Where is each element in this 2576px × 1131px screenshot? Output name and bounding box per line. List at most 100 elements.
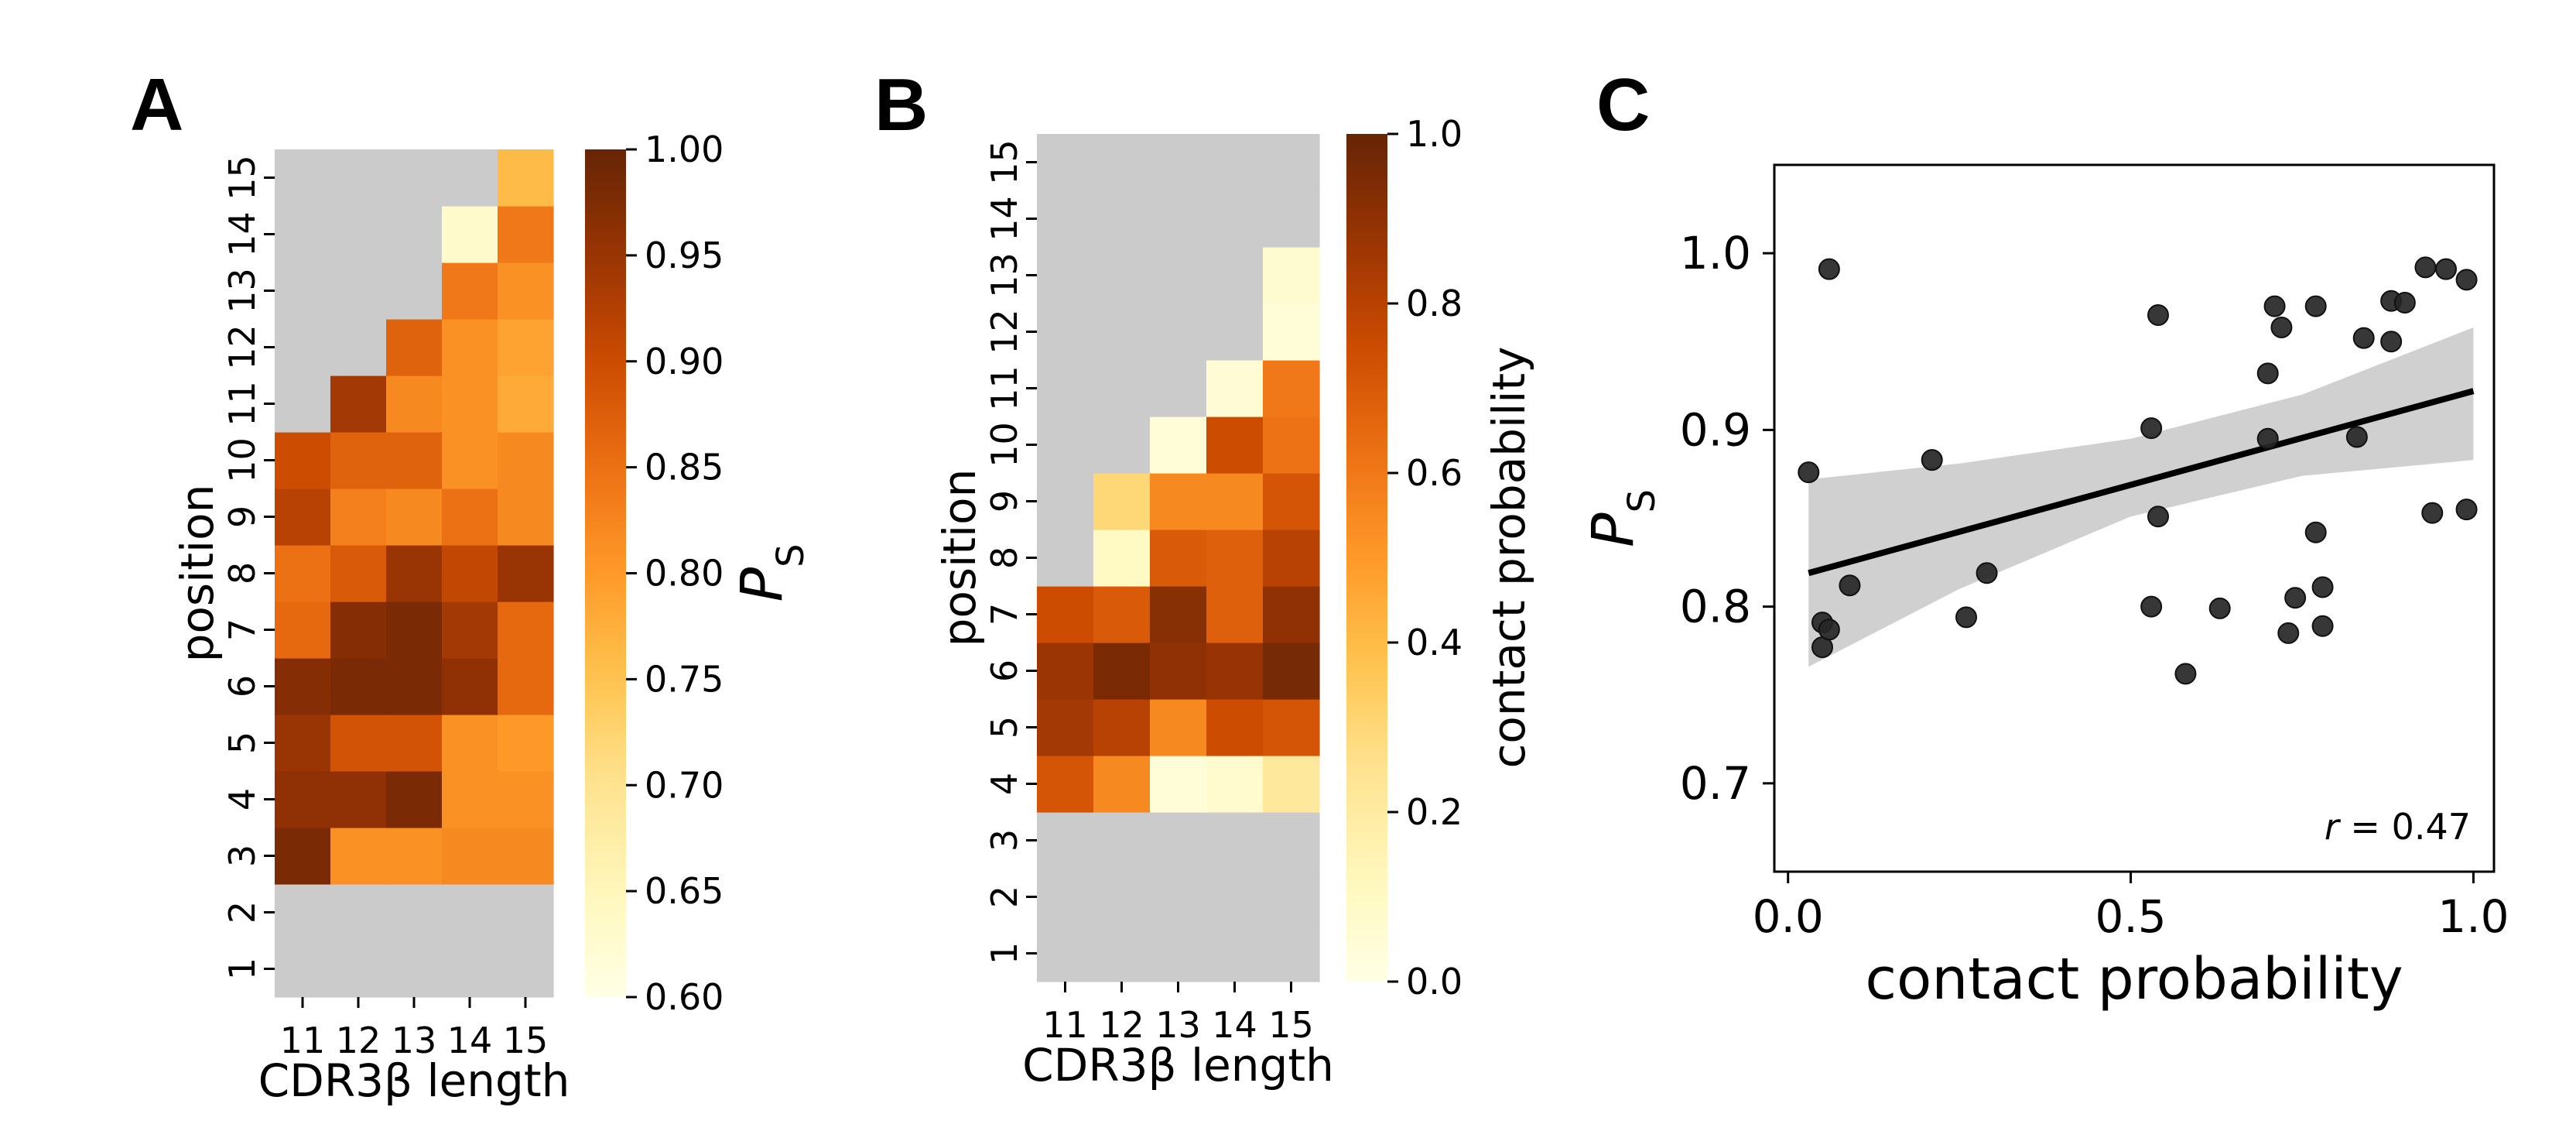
heatmap-a-cell-pos11-len14 [442, 375, 498, 433]
heatmap-a-cell-pos15-len15 [498, 149, 554, 207]
heatmap-a-ytick-label: 3 [221, 845, 263, 867]
heatmap-b-cell-pos9-len11 [1037, 473, 1094, 530]
scatter-point-32 [2421, 502, 2444, 524]
scatter-point-23 [2304, 521, 2327, 543]
heatmap-b-cell-pos15-len15 [1263, 134, 1320, 191]
heatmap-a-cell-pos14-len14 [442, 206, 498, 263]
heatmap-a-cell-pos14-len11 [275, 206, 331, 263]
heatmap-b-cell-pos2-len14 [1206, 869, 1264, 926]
heatmap-b-cell-pos12-len14 [1206, 303, 1264, 361]
heatmap-b-cell-pos14-len13 [1150, 190, 1207, 248]
heatmap-b-cell-pos15-len13 [1150, 134, 1207, 191]
scatter-point-5 [1818, 258, 1840, 280]
heatmap-a-ytick-label: 14 [221, 211, 263, 257]
heatmap-a-cell-pos9-len12 [330, 488, 387, 546]
scatter-point-15 [2208, 597, 2231, 619]
scatter-correlation-value: = 0.47 [2339, 806, 2471, 848]
heatmap-b-cell-pos6-len12 [1093, 643, 1151, 700]
scatter-point-20 [2277, 622, 2300, 644]
heatmap-b-cell-pos14-len14 [1206, 190, 1264, 248]
heatmap-a-cell-pos12-len12 [330, 319, 387, 376]
heatmap-b-cell-pos7-len15 [1263, 586, 1320, 643]
heatmap-b-ytick-label: 10 [984, 422, 1025, 468]
heatmap-a-cell-pos14-len15 [498, 206, 554, 263]
heatmap-b-ytick-label: 12 [984, 309, 1025, 355]
heatmap-b-cell-pos6-len11 [1037, 643, 1094, 700]
heatmap-b-cell-pos9-len12 [1093, 473, 1151, 530]
heatmap-a-cell-pos9-len14 [442, 488, 498, 546]
scatter-point-11 [2140, 595, 2163, 618]
heatmap-a-cell-pos1-len14 [442, 941, 498, 998]
heatmap-a-cell-pos4-len11 [275, 771, 331, 828]
heatmap-a-ytick-label: 10 [221, 437, 263, 483]
panel-c-scatter: 0.0 0.5 1.0 0.7 0.8 0.9 1.0 contact probability… [1580, 163, 2509, 1013]
heatmap-a-ytick-label: 4 [221, 788, 263, 811]
heatmap-b-ytick-label: 15 [984, 139, 1025, 185]
heatmap-b-cell-pos9-len13 [1150, 473, 1207, 530]
heatmap-b-ytick-label: 4 [984, 773, 1025, 795]
scatter-point-12 [2147, 304, 2169, 327]
heatmap-a-cell-pos10-len13 [386, 432, 443, 489]
scatter-point-17 [2256, 427, 2279, 450]
heatmap-b-cell-pos4-len14 [1206, 756, 1264, 813]
heatmap-b-cell-pos1-len13 [1150, 925, 1207, 982]
heatmap-b-cell-pos11-len11 [1037, 360, 1094, 417]
heatmap-b-cell-pos6-len13 [1150, 643, 1207, 700]
heatmap-a-cbar-tick-label: 0.65 [645, 870, 724, 912]
heatmap-b-cbar-label: contact probability [1483, 347, 1535, 769]
heatmap-b-cell-pos3-len14 [1206, 812, 1264, 869]
heatmap-b-cbar-tick-label: 0.4 [1406, 622, 1462, 663]
scatter-point-25 [2311, 615, 2334, 637]
heatmap-b-cell-pos3-len15 [1263, 812, 1320, 869]
heatmap-a-xtick-label: 13 [392, 1020, 437, 1061]
heatmap-b-cell-pos13-len12 [1093, 247, 1151, 304]
heatmap-b-ytick-label: 7 [984, 603, 1025, 625]
heatmap-b-cell-pos4-len15 [1263, 756, 1320, 813]
panel-letter-a: A [130, 63, 183, 146]
heatmap-b-ytick-label: 14 [984, 196, 1025, 242]
heatmap-b-ytick-label: 2 [984, 886, 1025, 908]
heatmap-b-colorbar [1346, 134, 1387, 982]
heatmap-a-cell-pos5-len13 [386, 715, 443, 772]
heatmap-a-cbar-tick-label: 0.75 [645, 658, 724, 700]
scatter-point-30 [2393, 292, 2416, 314]
heatmap-a-cell-pos14-len13 [386, 206, 443, 263]
scatter-point-24 [2311, 576, 2334, 598]
heatmap-b-cell-pos10-len11 [1037, 416, 1094, 474]
heatmap-a-cbar-tick-label: 0.80 [645, 553, 724, 595]
scatter-ylabel-sub: S [1620, 489, 1664, 512]
heatmap-a-cell-pos3-len15 [498, 828, 554, 885]
heatmap-b-cell-pos7-len13 [1150, 586, 1207, 643]
scatter-point-18 [2263, 295, 2286, 317]
heatmap-b-cell-pos4-len13 [1150, 756, 1207, 813]
heatmap-b-cell-pos5-len14 [1206, 699, 1264, 756]
heatmap-b-cell-pos15-len14 [1206, 134, 1264, 191]
heatmap-a-cell-pos3-len13 [386, 828, 443, 885]
heatmap-b-cell-pos1-len15 [1263, 925, 1320, 982]
heatmap-b-cell-pos7-len14 [1206, 586, 1264, 643]
heatmap-a-cell-pos15-len13 [386, 149, 443, 207]
heatmap-b-cell-pos13-len15 [1263, 247, 1320, 304]
scatter-xtick-label: 1.0 [2437, 890, 2509, 943]
heatmap-b-ytick-label: 9 [984, 490, 1025, 512]
heatmap-a-cell-pos9-len15 [498, 488, 554, 546]
heatmap-b-cell-pos9-len14 [1206, 473, 1264, 530]
heatmap-b-cell-pos9-len15 [1263, 473, 1320, 530]
heatmap-a-cell-pos8-len13 [386, 545, 443, 602]
heatmap-a-cell-pos11-len15 [498, 375, 554, 433]
heatmap-b-cell-pos3-len13 [1150, 812, 1207, 869]
heatmap-b-cell-pos5-len15 [1263, 699, 1320, 756]
heatmap-b-cell-pos12-len15 [1263, 303, 1320, 361]
heatmap-a-cell-pos5-len11 [275, 715, 331, 772]
heatmap-a-cbar-tick-label: 0.90 [645, 341, 724, 382]
heatmap-a-cell-pos6-len11 [275, 658, 331, 715]
heatmap-b-cell-pos13-len13 [1150, 247, 1207, 304]
heatmap-b-ytick-label: 6 [984, 660, 1025, 682]
heatmap-b-cell-pos15-len11 [1037, 134, 1094, 191]
heatmap-b-ytick-label: 3 [984, 829, 1025, 852]
scatter-point-33 [2435, 258, 2457, 280]
scatter-point-19 [2270, 316, 2293, 338]
heatmap-a-ylabel: position [171, 485, 224, 663]
scatter-ytick-label: 0.8 [1680, 581, 1751, 633]
